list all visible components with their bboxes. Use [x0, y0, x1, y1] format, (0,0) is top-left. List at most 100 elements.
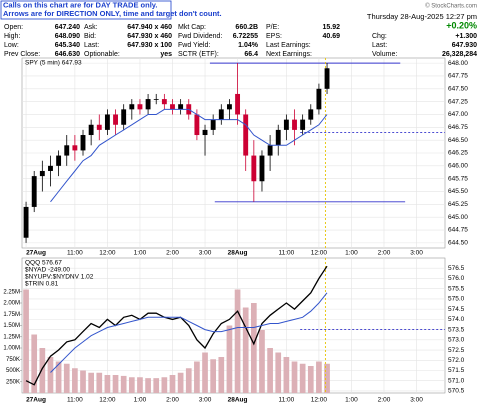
quote-label: Last Earnings: — [266, 42, 311, 49]
candle-body — [300, 119, 306, 130]
moving-average — [50, 108, 328, 203]
y-tick-label: 574.0 — [448, 316, 465, 323]
y-tick-label: 645.00 — [448, 214, 468, 221]
y-tick-label: 570.5 — [448, 388, 465, 395]
quote-label: Low: — [4, 42, 19, 49]
y2-tick-label: 1.25M — [3, 334, 20, 340]
candle-body — [72, 145, 78, 151]
quote-label: Ask: — [84, 24, 98, 31]
quote-label: Open: — [4, 24, 23, 31]
y-tick-label: 647.75 — [448, 73, 468, 80]
candle-body — [316, 88, 322, 110]
volume-bar — [112, 375, 119, 393]
candle-body — [104, 114, 110, 130]
quote-label: Volume: — [372, 51, 397, 58]
volume-bar — [291, 361, 298, 393]
quote-label: Fwd Dividend: — [178, 33, 222, 40]
legend-entry: SPY (5 min) 647.93 — [25, 60, 82, 67]
candle-body — [137, 104, 143, 110]
y2-tick-label: 2.00M — [3, 301, 20, 307]
quote-label: Fwd Yield: — [178, 42, 210, 49]
candle-body — [48, 165, 53, 171]
change-pct: +0.20% — [446, 20, 477, 30]
volume-bar — [128, 377, 135, 393]
x-tick-label: 1:00 — [345, 250, 358, 257]
quote-label: Bid: — [84, 33, 96, 40]
legend-entry: $TRIN 0.81 — [25, 281, 59, 288]
volume-bar — [23, 289, 29, 393]
volume-bar — [194, 361, 200, 393]
quote-value: 40.69 — [322, 33, 340, 40]
notice-box — [0, 0, 172, 20]
volume-bar — [161, 377, 168, 393]
y2-tick-label: 2.25M — [3, 289, 20, 295]
candle-body — [96, 124, 102, 130]
candle-body — [153, 99, 159, 100]
candle-body — [194, 114, 200, 136]
y-tick-label: 575.5 — [448, 285, 465, 292]
volume-bar — [316, 361, 322, 393]
candle-body — [170, 104, 175, 110]
quote-label: P/E: — [266, 24, 279, 31]
x-tick-label: 2:00 — [166, 397, 179, 404]
quote-value: 647.930 x 100 — [127, 42, 172, 49]
quote-value: 647.930 x 460 — [127, 33, 172, 40]
x-tick-label: 27Aug — [26, 250, 46, 257]
y2-tick-label: 1.50M — [3, 323, 20, 329]
quote-value: 647.240 — [55, 24, 80, 31]
notice-line: Calls on this chart are for DAY TRADE on… — [3, 0, 157, 9]
candle-body — [292, 119, 297, 130]
volume-bar — [210, 359, 217, 393]
volume-bar — [177, 372, 184, 393]
candle-body — [56, 155, 62, 166]
candle-body — [226, 104, 232, 110]
volume-bar — [39, 348, 46, 393]
quote-value: 645.340 — [55, 42, 80, 49]
legend-entry: QQQ 576.67 — [25, 260, 62, 267]
quote-label: Optionable: — [84, 51, 120, 58]
quote-value: 660.2B — [235, 24, 258, 31]
x-tick-label: 11:00 — [67, 397, 83, 404]
y-tick-label: 576.5 — [448, 265, 465, 272]
y-tick-label: 647.00 — [448, 111, 468, 118]
y-tick-label: 572.5 — [448, 347, 465, 354]
candle-body — [161, 99, 167, 105]
volume-bar — [63, 363, 70, 393]
volume-bar — [202, 352, 208, 393]
notice-line: Arrows are for DIRECTION ONLY, time and … — [3, 9, 222, 18]
volume-bar — [88, 372, 94, 393]
y2-tick-label: 1.00M — [3, 346, 20, 352]
x-tick-label: 28Aug — [228, 250, 248, 257]
quote-value: yes — [160, 51, 172, 58]
candle-body — [308, 109, 314, 120]
volume-bar — [226, 325, 233, 393]
y-tick-label: 645.75 — [448, 175, 468, 182]
x-tick-label: 3:00 — [199, 397, 212, 404]
legend-entry: $NYUPV:$NYDNV 1.02 — [25, 274, 94, 281]
candle-body — [235, 93, 241, 115]
y-tick-label: 648.00 — [448, 60, 468, 67]
quote-value: 15.92 — [322, 24, 340, 31]
candle-body — [31, 176, 37, 207]
candle-body — [178, 104, 184, 110]
candle-body — [259, 155, 265, 182]
quote-label: Last: — [84, 42, 99, 49]
y-tick-label: 647.50 — [448, 86, 468, 93]
quote-value: 6.72255 — [233, 33, 258, 40]
volume-bar — [259, 330, 265, 393]
y-tick-label: 645.25 — [448, 201, 468, 208]
volume-bar — [72, 368, 78, 393]
quote-label: Prev Close: — [4, 51, 40, 58]
x-tick-label: 3:00 — [410, 397, 423, 404]
y-tick-label: 576.0 — [448, 275, 465, 282]
x-tick-label: 2:00 — [166, 250, 179, 257]
y-tick-label: 574.5 — [448, 306, 465, 313]
quote-value: 1.04% — [238, 42, 259, 49]
volume-bar — [234, 289, 241, 393]
quote-value: 648.090 — [55, 33, 80, 40]
quote-label: EPS: — [266, 33, 282, 40]
y-tick-label: 646.00 — [448, 163, 468, 170]
y-tick-label: 571.5 — [448, 367, 465, 374]
x-tick-label: 12:00 — [311, 250, 328, 257]
y-tick-label: 646.75 — [448, 124, 468, 131]
